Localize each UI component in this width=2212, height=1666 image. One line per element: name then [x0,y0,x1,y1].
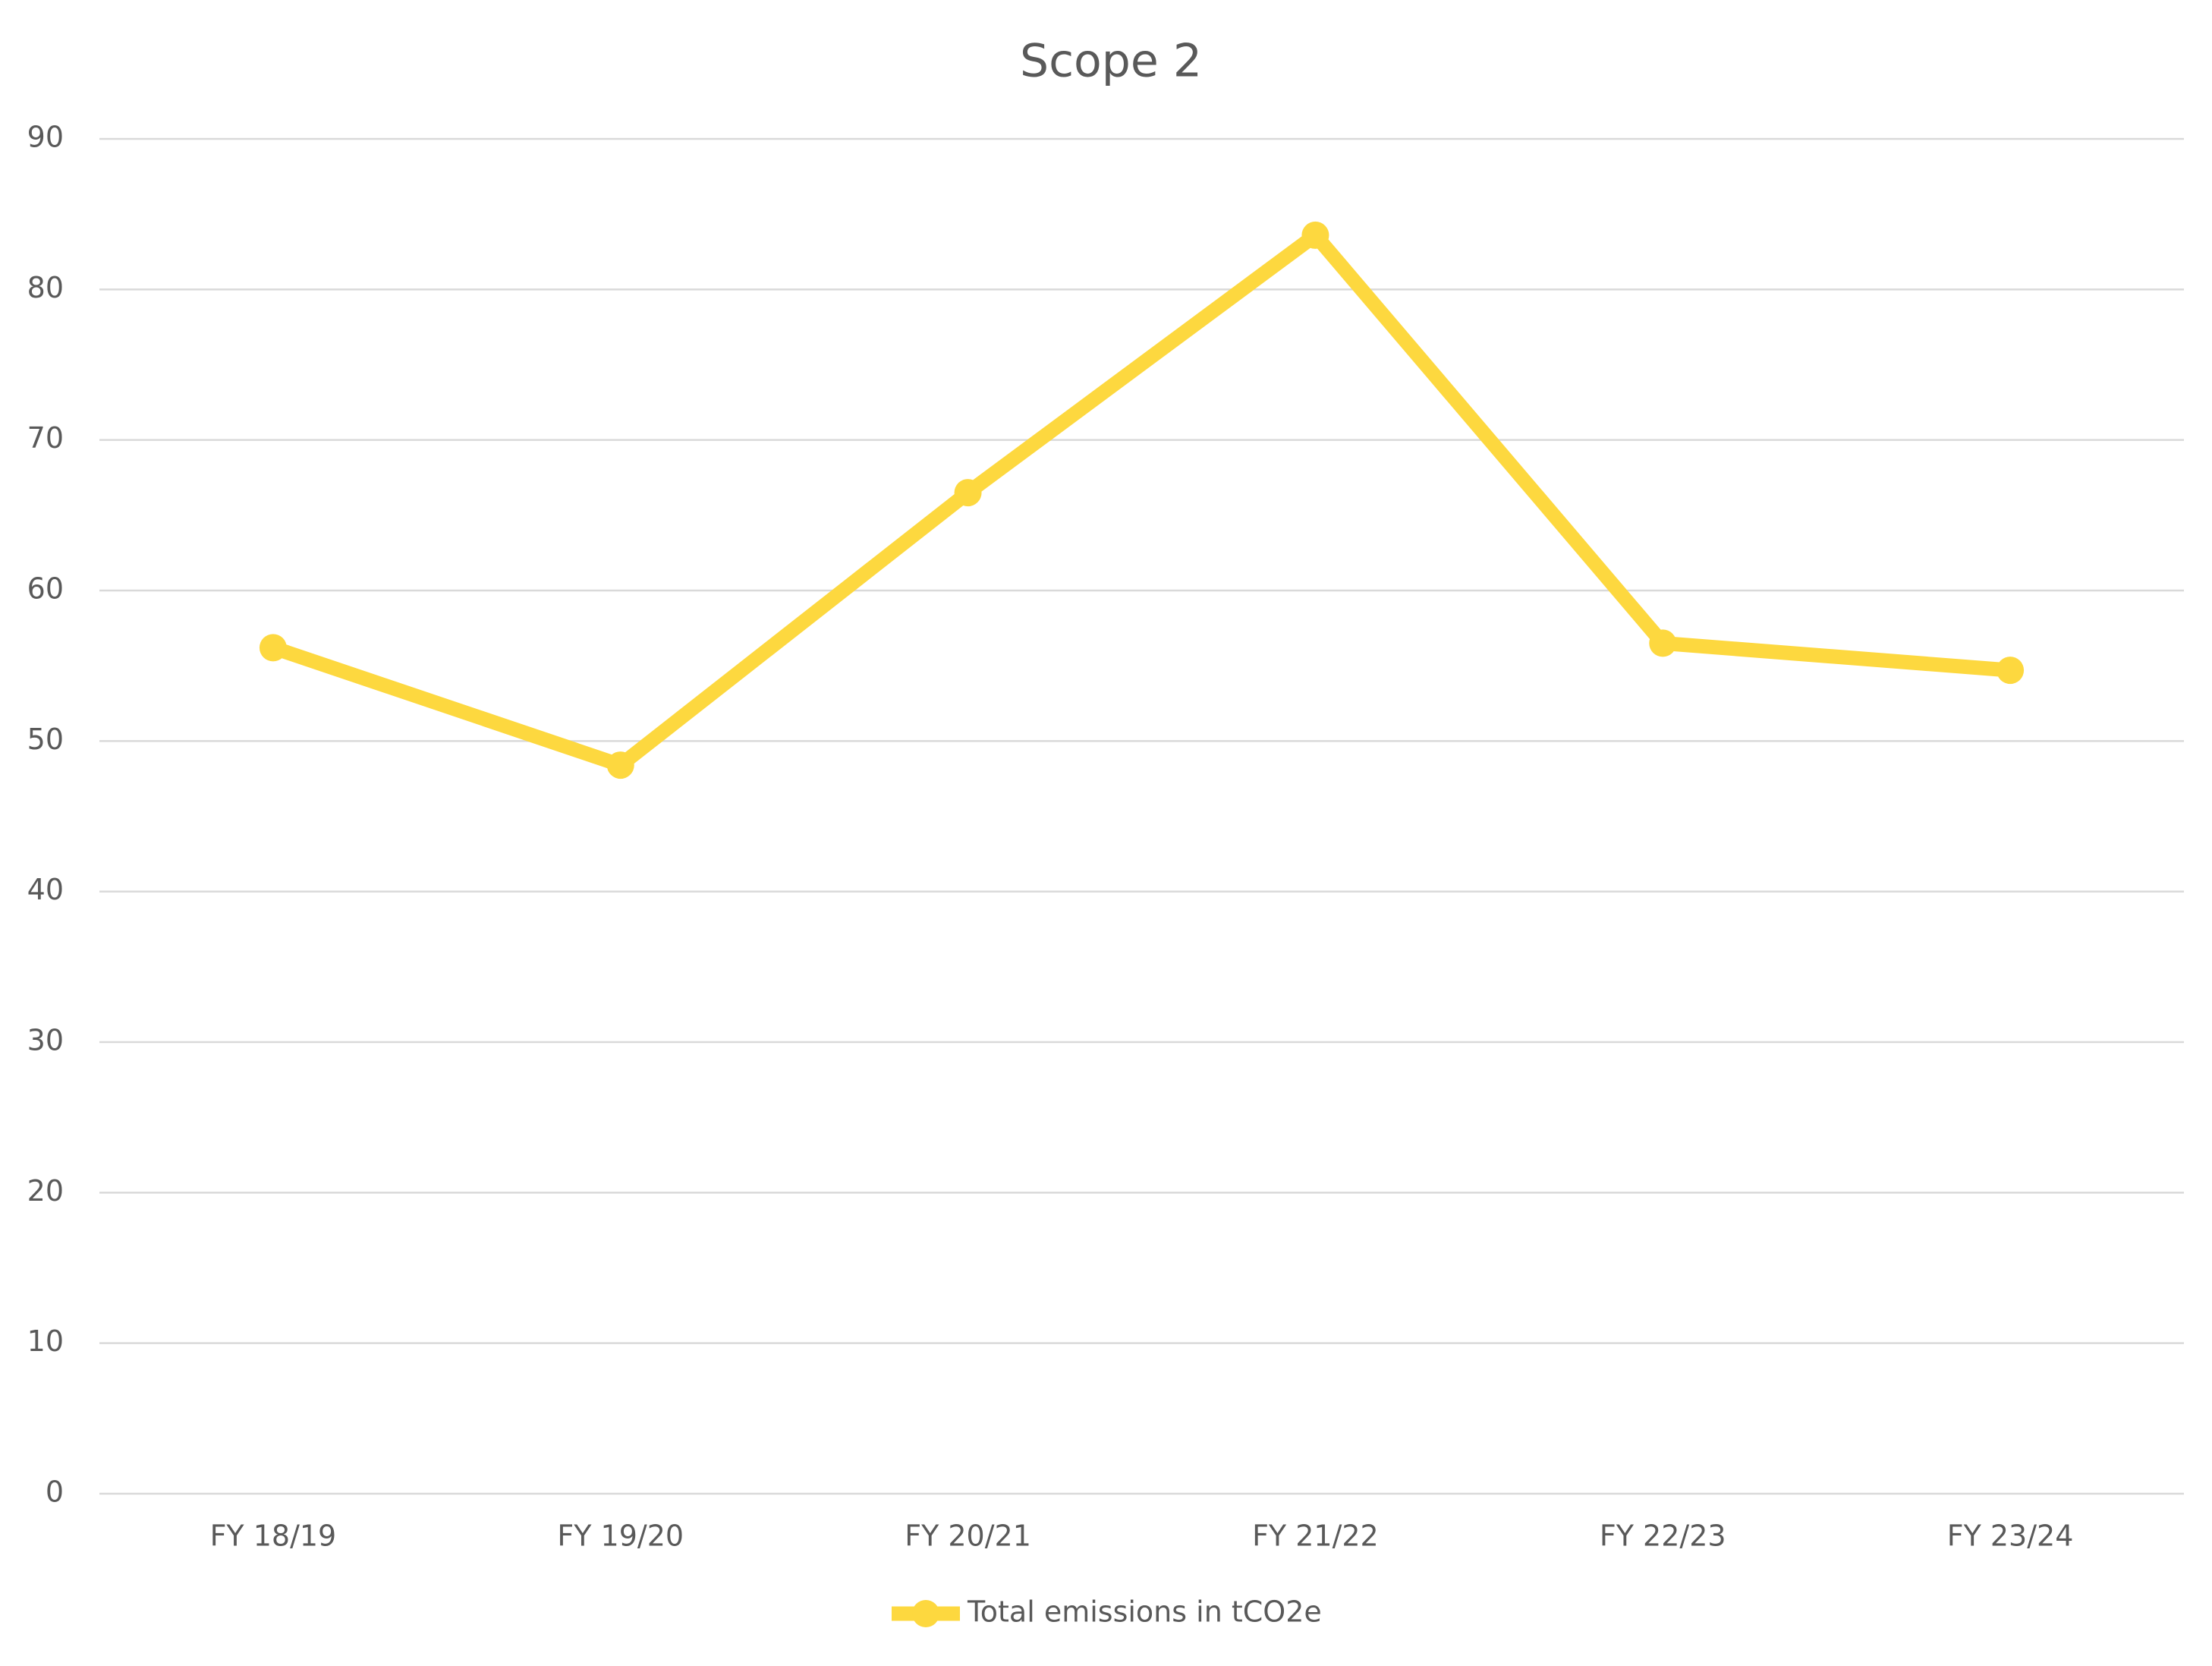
y-tick-label: 80 [27,271,64,304]
x-tick-label: FY 20/21 [905,1520,1031,1553]
y-tick-label: 30 [27,1024,64,1057]
x-tick-label: FY 19/20 [557,1520,684,1553]
y-tick-label: 90 [27,121,64,154]
chart-title: Scope 2 [1020,35,1202,88]
x-tick-label: FY 23/24 [1947,1520,2074,1553]
y-tick-label: 40 [27,873,64,906]
data-point [954,479,982,507]
legend-marker [912,1600,939,1627]
y-tick-label: 70 [27,421,64,455]
series-line [270,228,2011,773]
data-point [1996,657,2025,685]
y-tick-label: 20 [27,1174,64,1208]
data-point [1301,221,1329,249]
y-tick-label: 10 [27,1324,64,1358]
y-tick-label: 50 [27,723,64,756]
data-point [606,751,634,779]
x-tick-label: FY 18/19 [210,1520,337,1553]
y-tick-label: 0 [46,1475,64,1509]
x-tick-label: FY 21/22 [1252,1520,1379,1553]
legend-label: Total emissions in tCO2e [967,1595,1322,1629]
y-tick-label: 60 [27,572,64,606]
data-point [259,634,287,662]
x-tick-label: FY 22/23 [1600,1520,1726,1553]
data-point [1649,629,1677,657]
